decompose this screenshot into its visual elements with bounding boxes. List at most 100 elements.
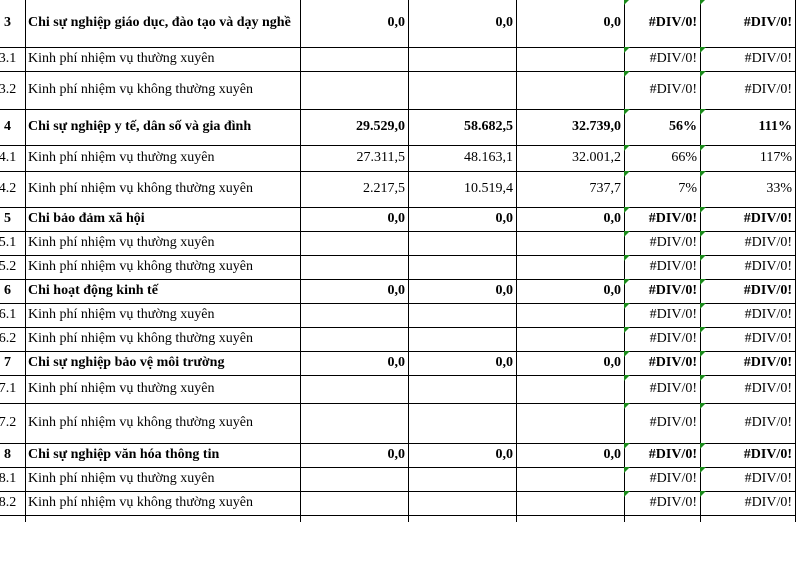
cell-text: #DIV/0! (744, 381, 792, 396)
cell-text: 8.2 (0, 495, 17, 510)
row-index: 8 (0, 443, 26, 468)
cell-text: Kinh phí nhiệm vụ không thường xuyên (28, 331, 253, 346)
cell-text: 0,0 (495, 283, 514, 298)
value-cell (408, 375, 517, 404)
value-cell: 29.529,0 (300, 109, 409, 146)
row-index: 5.2 (0, 255, 26, 280)
percent-cell: #DIV/0! (624, 375, 701, 404)
cell-text: #DIV/0! (743, 355, 792, 370)
cell-text: 0,0 (387, 211, 406, 226)
value-cell (516, 467, 625, 492)
cell-text: #DIV/0! (648, 447, 697, 462)
value-cell (300, 71, 409, 110)
value-cell: 0,0 (408, 279, 517, 304)
percent-cell: #DIV/0! (624, 207, 701, 232)
cell-text: Chi sự nghiệp giáo dục, đào tạo và dạy n… (28, 15, 291, 30)
row-index: 8.2 (0, 491, 26, 516)
row-index: 6.1 (0, 303, 26, 328)
value-cell: 58.682,5 (408, 109, 517, 146)
percent-cell: #DIV/0! (700, 0, 796, 48)
cell-text: 66% (671, 150, 697, 165)
row-index: 6.2 (0, 327, 26, 352)
row-index: 7.2 (0, 403, 26, 444)
percent-cell: #DIV/0! (624, 47, 701, 72)
percent-cell: 33% (700, 171, 796, 208)
cell-text: #DIV/0! (744, 51, 792, 66)
cell-text: #DIV/0! (744, 307, 792, 322)
partial-row-border (300, 516, 301, 522)
cell-text: 6.1 (0, 307, 17, 322)
value-cell (516, 491, 625, 516)
percent-cell: #DIV/0! (700, 47, 796, 72)
cell-text: 4 (4, 119, 11, 134)
cell-text: 3 (4, 15, 11, 30)
cell-text: Chi sự nghiệp văn hóa thông tin (28, 447, 220, 462)
percent-cell: 111% (700, 109, 796, 146)
percent-cell: 117% (700, 145, 796, 172)
row-index: 4.2 (0, 171, 26, 208)
item-name: Kinh phí nhiệm vụ không thường xuyên (25, 327, 301, 352)
value-cell (516, 303, 625, 328)
value-cell: 27.311,5 (300, 145, 409, 172)
cell-text: 5.1 (0, 235, 17, 250)
value-cell (408, 71, 517, 110)
cell-text: #DIV/0! (649, 495, 697, 510)
value-cell (408, 47, 517, 72)
cell-text: Kinh phí nhiệm vụ thường xuyên (28, 381, 215, 396)
percent-cell: #DIV/0! (624, 443, 701, 468)
value-cell (516, 327, 625, 352)
value-cell: 0,0 (516, 0, 625, 48)
item-name: Kinh phí nhiệm vụ không thường xuyên (25, 403, 301, 444)
percent-cell: #DIV/0! (700, 327, 796, 352)
percent-cell: #DIV/0! (700, 207, 796, 232)
cell-text: #DIV/0! (743, 15, 792, 30)
cell-text: Chi hoạt động kinh tế (28, 283, 158, 298)
cell-text: 5.2 (0, 259, 17, 274)
value-cell (516, 71, 625, 110)
cell-text: Kinh phí nhiệm vụ thường xuyên (28, 471, 215, 486)
cell-text: 5 (4, 211, 11, 226)
percent-cell: #DIV/0! (624, 403, 701, 444)
cell-text: 32.001,2 (572, 150, 621, 165)
item-name: Kinh phí nhiệm vụ không thường xuyên (25, 491, 301, 516)
partial-row-border (624, 516, 625, 522)
cell-text: 0,0 (603, 283, 622, 298)
cell-text: #DIV/0! (649, 82, 697, 97)
value-cell (408, 327, 517, 352)
cell-text: Kinh phí nhiệm vụ không thường xuyên (28, 259, 253, 274)
cell-text: 7 (4, 355, 11, 370)
percent-cell: #DIV/0! (700, 491, 796, 516)
percent-cell: #DIV/0! (700, 231, 796, 256)
cell-text: #DIV/0! (649, 51, 697, 66)
item-name: Kinh phí nhiệm vụ thường xuyên (25, 375, 301, 404)
cell-text: 48.163,1 (464, 150, 513, 165)
value-cell (300, 491, 409, 516)
value-cell (408, 467, 517, 492)
value-cell: 10.519,4 (408, 171, 517, 208)
value-cell: 0,0 (300, 207, 409, 232)
cell-text: 0,0 (495, 355, 514, 370)
cell-text: 56% (669, 119, 697, 134)
cell-text: 117% (759, 150, 792, 165)
cell-text: #DIV/0! (649, 235, 697, 250)
value-cell (516, 403, 625, 444)
row-index: 5 (0, 207, 26, 232)
cell-text: 29.529,0 (356, 119, 405, 134)
item-name: Chi sự nghiệp y tế, dân số và gia đình (25, 109, 301, 146)
cell-text: #DIV/0! (744, 82, 792, 97)
value-cell (516, 375, 625, 404)
item-name: Chi sự nghiệp giáo dục, đào tạo và dạy n… (25, 0, 301, 48)
row-index: 7 (0, 351, 26, 376)
cell-text: 6 (4, 283, 11, 298)
cell-text: 0,0 (387, 447, 406, 462)
percent-cell: #DIV/0! (700, 375, 796, 404)
cell-text: 0,0 (387, 283, 406, 298)
cell-text: Kinh phí nhiệm vụ không thường xuyên (28, 415, 253, 430)
item-name: Chi bảo đảm xã hội (25, 207, 301, 232)
item-name: Kinh phí nhiệm vụ thường xuyên (25, 145, 301, 172)
cell-text: 33% (766, 181, 792, 196)
percent-cell: #DIV/0! (700, 255, 796, 280)
cell-text: #DIV/0! (744, 415, 792, 430)
value-cell: 2.217,5 (300, 171, 409, 208)
cell-text: #DIV/0! (649, 381, 697, 396)
